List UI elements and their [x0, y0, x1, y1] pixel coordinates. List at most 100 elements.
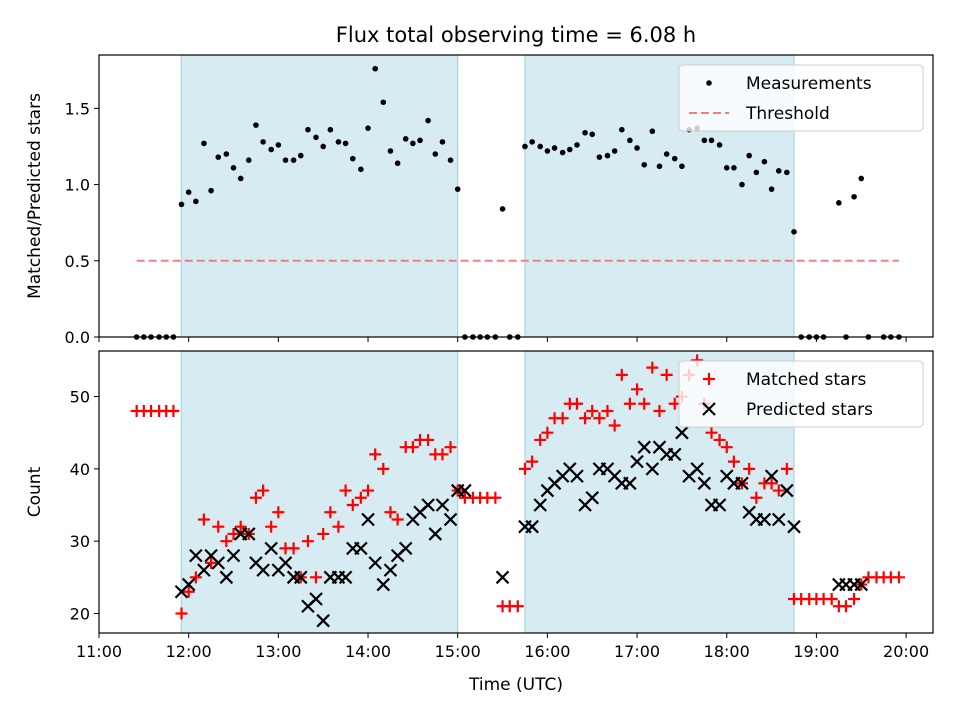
matched-stars-point-55 — [541, 426, 554, 439]
measurements-point-26 — [327, 126, 334, 133]
matched-stars-point-66 — [623, 397, 636, 410]
measurements-point-14 — [237, 175, 244, 182]
matched-stars-point-41 — [436, 448, 449, 461]
predicted-stars-point-80 — [854, 577, 869, 592]
legend: Measurements Threshold — [678, 64, 924, 132]
predicted-stars-point-5 — [211, 556, 226, 570]
measurements-point-37 — [410, 140, 416, 147]
predicted-stars-point-41 — [525, 519, 539, 534]
predicted-stars-point-72 — [757, 512, 772, 527]
measurements-point-83 — [753, 169, 760, 176]
predicted-stars-point-7 — [226, 548, 241, 563]
matched-stars-point-67 — [631, 383, 644, 396]
predicted-stars-point-73 — [764, 469, 779, 483]
measurements-point-49 — [499, 206, 506, 212]
measurements-point-62 — [596, 154, 603, 160]
measurements-point-66 — [627, 137, 633, 144]
matched-stars-point-39 — [422, 433, 435, 446]
matched-stars-point-85 — [765, 477, 778, 490]
measurements-point-60 — [582, 129, 588, 136]
matched-stars-point-16 — [249, 491, 262, 504]
legend-box — [678, 64, 924, 132]
measurements-point-10 — [208, 187, 214, 194]
measurements-point-6 — [178, 201, 185, 208]
x-tick-label: 18:00 — [704, 642, 750, 661]
measurements-point-79 — [723, 165, 730, 171]
predicted-stars-point-12 — [264, 541, 278, 556]
predicted-stars-point-75 — [780, 483, 794, 498]
legend-label: Threshold — [745, 104, 830, 124]
matched-stars-point-60 — [579, 412, 592, 425]
observing-window-0 — [181, 55, 458, 337]
measurements-point-33 — [380, 99, 387, 106]
measurements-point-7 — [185, 189, 192, 195]
matched-stars-point-26 — [324, 506, 337, 519]
legend-label: Matched stars — [746, 370, 866, 390]
x-tick-label: 17:00 — [614, 642, 660, 661]
predicted-stars-point-22 — [338, 570, 353, 585]
measurements-point-93 — [836, 200, 842, 206]
measurements-point-64 — [611, 148, 618, 154]
predicted-stars-point-60 — [667, 447, 682, 462]
predicted-stars-point-18 — [309, 592, 323, 606]
measurements-point-71 — [663, 151, 670, 157]
measurements-point-22 — [297, 152, 304, 159]
measurements-point-61 — [589, 131, 596, 138]
legend-label: Predicted stars — [746, 400, 873, 420]
measurements-point-16 — [253, 122, 259, 128]
measurements-point-38 — [417, 137, 423, 144]
matched-stars-point-95 — [840, 600, 853, 613]
measurements-point-82 — [746, 152, 752, 159]
matched-stars-point-28 — [339, 484, 352, 497]
predicted-stars-point-34 — [428, 527, 443, 541]
measurements-point-81 — [739, 181, 745, 188]
legend: Matched stars Predicted stars — [678, 360, 924, 428]
predicted-stars-point-19 — [316, 613, 330, 628]
x-tick-label: 16:00 — [524, 642, 570, 661]
matched-stars-point-71 — [660, 368, 673, 381]
predicted-stars-point-1 — [181, 577, 196, 592]
legend-marker-plus — [703, 373, 715, 385]
matched-stars-point-80 — [727, 455, 740, 468]
legend-marker-dot — [706, 80, 712, 86]
measurements-point-95 — [851, 193, 857, 200]
y-axis-label: Matched/Predicted stars — [25, 93, 45, 299]
predicted-stars-point-35 — [435, 498, 450, 512]
measurements-point-80 — [731, 165, 737, 171]
measurements-point-34 — [387, 148, 394, 154]
measurements-point-70 — [656, 163, 663, 170]
predicted-stars-point-39 — [495, 570, 510, 585]
matched-stars-point-32 — [369, 448, 382, 461]
matched-stars-point-25 — [317, 527, 330, 540]
matched-stars-point-62 — [593, 412, 606, 425]
matched-stars-point-10 — [205, 556, 218, 569]
matched-stars-point-31 — [362, 484, 375, 497]
matched-stars-point-9 — [197, 513, 210, 526]
matched-stars-point-57 — [556, 412, 569, 425]
measurements-point-20 — [282, 157, 289, 163]
predicted-stars-point-42 — [533, 498, 547, 512]
predicted-stars-point-55 — [630, 454, 644, 469]
measurements-point-68 — [641, 161, 648, 168]
matched-stars-point-64 — [608, 419, 621, 432]
matched-stars-point-42 — [444, 441, 457, 454]
matched-stars-point-96 — [848, 593, 861, 606]
predicted-stars-point-3 — [197, 563, 211, 577]
matched-stars-point-77 — [705, 426, 718, 439]
measurements-point-67 — [634, 145, 640, 151]
matched-stars-point-21 — [287, 542, 300, 555]
measurements-point-52 — [522, 143, 528, 150]
predicted-stars-point-47 — [570, 469, 584, 483]
measurements-point-39 — [425, 117, 431, 124]
predicted-stars-point-66 — [712, 498, 727, 512]
predicted-stars-point-2 — [189, 548, 203, 563]
measurements-point-25 — [320, 143, 326, 150]
matched-stars-point-70 — [653, 405, 666, 418]
matched-stars-point-53 — [526, 455, 539, 468]
measurements-point-23 — [305, 126, 311, 133]
predicted-stars-point-24 — [354, 541, 368, 556]
matched-stars-point-18 — [265, 520, 278, 533]
predicted-stars-point-25 — [361, 512, 375, 527]
y-tick-label: 50 — [70, 388, 90, 407]
